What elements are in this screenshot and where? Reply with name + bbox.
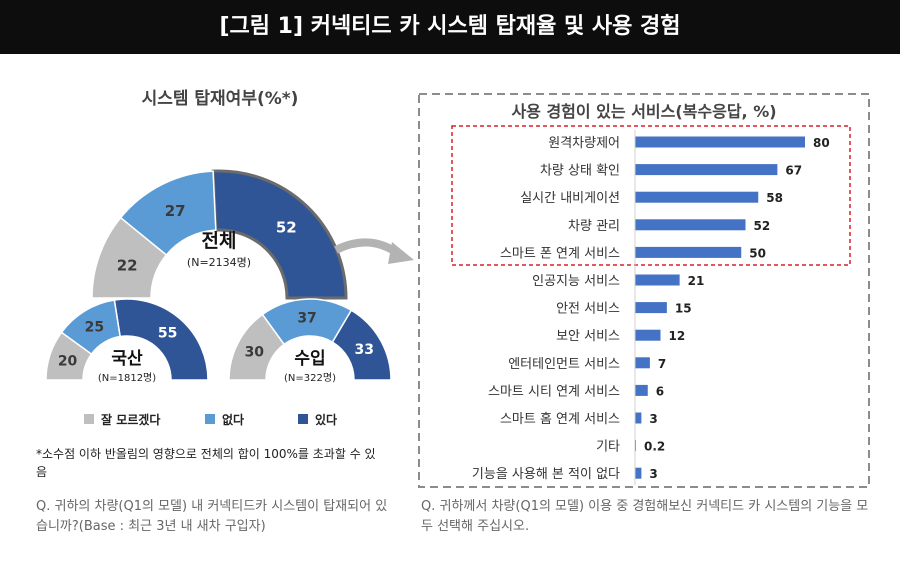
- bar-panel-border: [418, 93, 870, 488]
- question-right: Q. 귀하께서 차량(Q1의 모델) 이용 중 경험해보신 커넥티드 카 시스템…: [421, 499, 869, 534]
- bar-value-label: 67: [785, 164, 802, 178]
- gauge-domestic: 국산 (N=1812명) 20 25 55: [45, 298, 209, 384]
- bar-value-label: 6: [656, 384, 664, 398]
- bar-category-label: 엔터테인먼트 서비스: [508, 357, 620, 372]
- gauge-value-label: 22: [117, 256, 138, 274]
- gauge-value-label: 52: [276, 218, 297, 236]
- legend-label-dont-know: 잘 모르겠다: [101, 412, 160, 427]
- legend-swatch-no: [205, 414, 215, 424]
- bar: [635, 191, 759, 203]
- bar-value-label: 15: [675, 302, 692, 316]
- highlight-box: [451, 125, 851, 266]
- gauge-value-label: 20: [58, 354, 78, 370]
- gauge-value-label: 25: [85, 320, 104, 336]
- legend-label-yes: 있다: [315, 412, 337, 427]
- bar-chart-title: 사용 경험이 있는 서비스(복수응답, %): [511, 102, 776, 121]
- gauge-total-label: 전체: [202, 230, 237, 252]
- gauge-value-label: 33: [355, 342, 374, 358]
- bar-category-label: 스마트 시티 연계 서비스: [488, 384, 620, 399]
- gauge-chart-title: 시스템 탑재여부(%*): [142, 88, 299, 109]
- bar-category-label: 원격차량제어: [548, 136, 620, 151]
- bar-category-label: 스마트 폰 연계 서비스: [500, 246, 620, 261]
- bar: [635, 412, 642, 424]
- bar: [635, 136, 805, 148]
- gauge-domestic-label: 국산: [111, 349, 143, 369]
- bar-value-label: 7: [658, 357, 666, 371]
- gauge-segment-dont-know: [91, 216, 168, 299]
- bar: [635, 467, 642, 479]
- bar-value-label: 58: [766, 191, 783, 205]
- gauge-segment-no: [261, 298, 353, 346]
- gauge-value-label: 37: [297, 311, 316, 327]
- bar-category-label: 인공지능 서비스: [532, 274, 620, 289]
- gauge-value-label: 27: [165, 202, 186, 220]
- banner-title: [그림 1] 커넥티드 카 시스템 탑재율 및 사용 경험: [0, 0, 900, 54]
- bar-value-label: 50: [749, 246, 766, 260]
- bar: [635, 329, 661, 341]
- gauge-segment-dont-know: [45, 331, 93, 381]
- bar: [635, 246, 742, 258]
- bar: [635, 302, 667, 314]
- gauge-import-sample: (N=322명): [284, 372, 336, 384]
- bar: [635, 357, 650, 369]
- gauge-segment-no: [119, 170, 217, 257]
- bar-value-label: 52: [754, 219, 771, 233]
- bar: [635, 384, 648, 396]
- gauge-import: 수입 (N=322명) 30 37 33: [228, 298, 392, 384]
- bar-category-label: 실시간 내비게이션: [520, 191, 620, 206]
- bar: [635, 274, 680, 286]
- bar-value-label: 12: [669, 329, 686, 343]
- gauge-total-sample: (N=2134명): [187, 256, 251, 269]
- gauge-value-label: 55: [158, 325, 177, 341]
- question-left: Q. 귀하의 차량(Q1의 모델) 내 커넥티드카 시스템이 탑재되어 있습니까…: [36, 499, 388, 534]
- gauge-segment-yes: [331, 309, 392, 381]
- bar-category-label: 기타: [596, 440, 620, 455]
- bar-category-label: 차량 관리: [568, 219, 620, 234]
- bar-category-label: 스마트 홈 연계 서비스: [500, 412, 620, 427]
- gauge-segment-yes: [211, 169, 348, 300]
- gauge-total: 전체 (N=2134명) 22 27 52: [91, 169, 348, 300]
- gauge-domestic-sample: (N=1812명): [98, 372, 156, 384]
- gauge-segment-dont-know: [228, 313, 286, 381]
- footnote: *소수점 이하 반올림의 영향으로 전체의 합이 100%를 초과할 수 있음: [36, 447, 376, 479]
- bar-value-label: 3: [649, 467, 657, 481]
- bar-category-label: 차량 상태 확인: [540, 164, 620, 179]
- gauge-import-label: 수입: [294, 349, 325, 369]
- legend-swatch-yes: [298, 414, 308, 424]
- bar-value-label: 0.2: [644, 440, 665, 454]
- bar-category-label: 보안 서비스: [556, 329, 620, 344]
- gauge-segment-yes: [113, 298, 209, 381]
- bar-value-label: 80: [813, 136, 830, 150]
- arrow-head: [388, 242, 414, 264]
- gauge-value-label: 30: [245, 345, 265, 361]
- bar-value-label: 3: [649, 412, 657, 426]
- bar-category-label: 기능을 사용해 본 적이 없다: [472, 467, 620, 482]
- gauge-legend: 잘 모르겠다 없다 있다: [84, 412, 337, 427]
- legend-label-no: 없다: [222, 412, 244, 427]
- bar-value-label: 21: [688, 274, 705, 288]
- gauge-segment-no: [60, 299, 121, 356]
- arrow-icon: [334, 238, 399, 256]
- legend-swatch-dont-know: [84, 414, 94, 424]
- bar: [635, 219, 746, 231]
- bar-category-label: 안전 서비스: [556, 302, 620, 317]
- bar: [635, 164, 778, 176]
